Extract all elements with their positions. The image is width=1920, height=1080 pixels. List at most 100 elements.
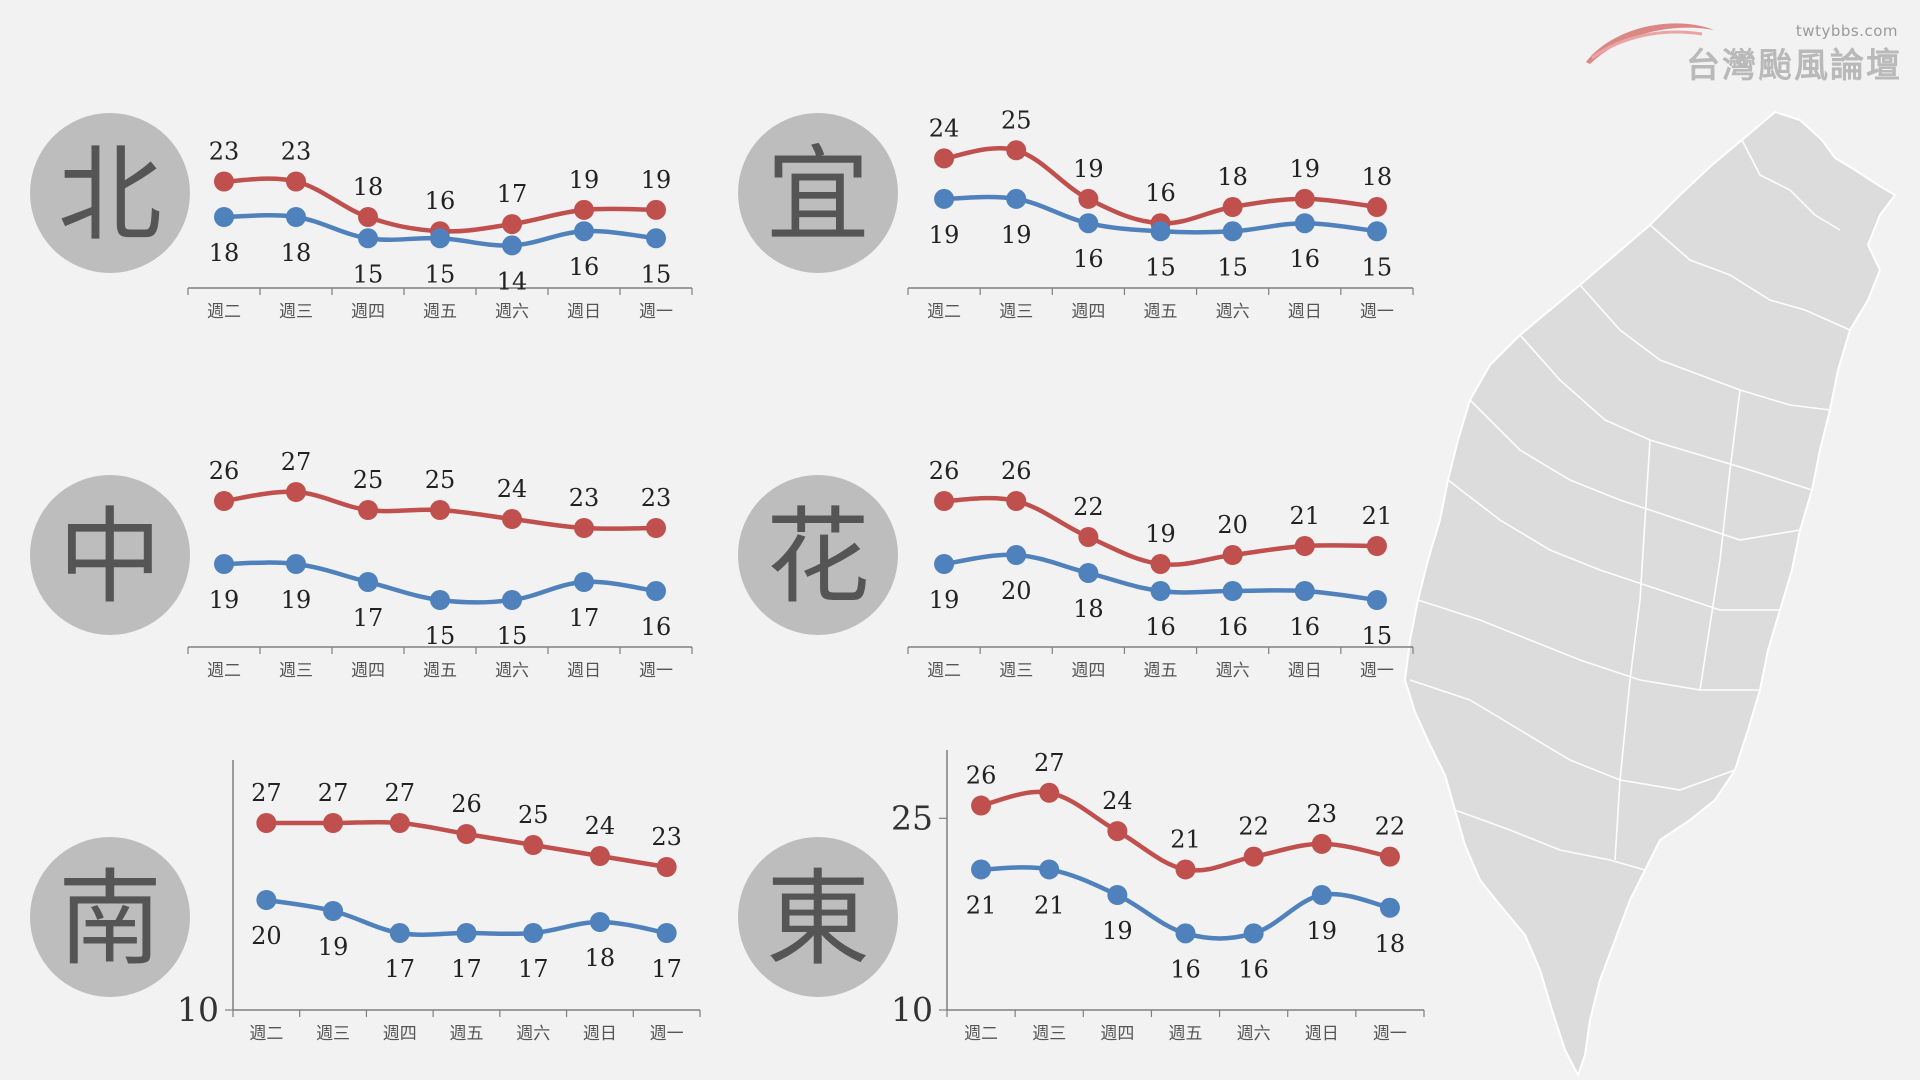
region-badge xyxy=(738,837,898,997)
y-tick-label: 25 xyxy=(891,798,933,837)
x-tick-label: 週五 xyxy=(423,302,457,322)
x-tick-label: 週日 xyxy=(567,661,601,681)
high-temp-label: 18 xyxy=(353,173,384,201)
low-temp-label: 16 xyxy=(1073,245,1104,273)
x-tick-label: 週一 xyxy=(650,1024,684,1044)
low-temp-point xyxy=(1107,885,1128,905)
high-temp-point xyxy=(646,518,666,538)
high-temp-point xyxy=(1294,536,1315,556)
low-temp-label: 19 xyxy=(929,221,960,249)
high-temp-label: 19 xyxy=(641,166,672,194)
x-tick-label: 週日 xyxy=(1288,661,1322,681)
low-temp-label: 18 xyxy=(209,239,240,267)
high-temp-point xyxy=(286,482,306,502)
high-temp-label: 27 xyxy=(385,779,416,807)
low-temp-point xyxy=(323,901,344,921)
x-tick-label: 週二 xyxy=(927,661,961,681)
low-temp-label: 15 xyxy=(425,622,456,650)
low-temp-label: 21 xyxy=(966,891,997,919)
watermark: twtybbs.com 台灣颱風論壇 xyxy=(1582,14,1902,86)
low-temp-label: 17 xyxy=(451,955,482,983)
low-temp-label: 17 xyxy=(385,955,416,983)
chart-panel-5: 東 10 25 週二 週三 週四 週五 週六 週日 週一 26 27 24 21 22 23 22 21 21 19 1… xyxy=(738,749,1425,1044)
high-temp-label: 20 xyxy=(1217,511,1248,539)
low-temp-label: 18 xyxy=(1375,930,1406,958)
low-temp-point xyxy=(656,923,677,943)
x-tick-label: 週二 xyxy=(964,1024,998,1044)
x-tick-label: 週二 xyxy=(207,302,241,322)
x-tick-label: 週六 xyxy=(1237,1024,1271,1044)
low-temp-label: 18 xyxy=(281,239,312,267)
high-temp-label: 25 xyxy=(353,466,384,494)
x-tick-label: 週六 xyxy=(1216,302,1250,322)
low-temp-point xyxy=(430,590,450,610)
low-temp-point xyxy=(1222,581,1243,601)
low-temp-label: 16 xyxy=(1238,955,1269,983)
high-temp-point xyxy=(1311,833,1332,854)
high-temp-label: 26 xyxy=(929,457,960,485)
high-temp-label: 25 xyxy=(425,466,456,494)
high-temp-point xyxy=(1107,821,1128,842)
low-temp-point xyxy=(589,912,610,932)
high-temp-label: 23 xyxy=(569,484,600,512)
high-temp-point xyxy=(646,199,666,220)
x-tick-label: 週六 xyxy=(516,1024,550,1044)
x-tick-label: 週四 xyxy=(351,302,385,322)
x-tick-label: 週六 xyxy=(495,661,529,681)
high-temp-point xyxy=(1039,782,1060,803)
high-temp-label: 23 xyxy=(209,138,240,166)
watermark-name: 台灣颱風論壇 xyxy=(1686,46,1902,86)
low-temp-point xyxy=(1175,923,1196,944)
region-label: 北 xyxy=(58,134,162,256)
low-temp-point xyxy=(430,228,450,249)
x-tick-label: 週四 xyxy=(1071,302,1105,322)
low-temp-label: 15 xyxy=(1145,253,1176,281)
high-temp-point xyxy=(256,813,277,833)
low-temp-point xyxy=(574,572,594,592)
high-temp-point xyxy=(1150,554,1171,574)
x-tick-label: 週一 xyxy=(639,302,673,322)
chart-panel-4: 南 10 週二 週三 週四 週五 週六 週日 週一 27 27 27 26 25 24 23 20 19 17 17 1… xyxy=(30,760,701,1044)
high-temp-point xyxy=(1379,846,1400,867)
x-tick-label: 週四 xyxy=(351,661,385,681)
low-temp-label: 16 xyxy=(569,253,600,281)
chart-panel-3: 花週二 週三 週四 週五 週六 週日 週一 26 26 22 19 20 21 21 19 20 18 16 16 1… xyxy=(738,457,1414,681)
low-temp-point xyxy=(1222,221,1243,242)
low-temp-label: 15 xyxy=(497,622,528,650)
low-temp-point xyxy=(574,221,594,242)
x-tick-label: 週日 xyxy=(1305,1024,1339,1044)
high-temp-label: 27 xyxy=(1034,749,1065,777)
x-tick-label: 週一 xyxy=(1373,1024,1407,1044)
watermark-swoosh-icon xyxy=(1586,23,1714,64)
low-temp-label: 16 xyxy=(1290,613,1321,641)
high-temp-point xyxy=(1366,197,1387,217)
x-tick-label: 週五 xyxy=(423,661,457,681)
high-temp-label: 24 xyxy=(497,475,528,503)
high-temp-label: 19 xyxy=(1145,520,1176,548)
low-temp-label: 17 xyxy=(518,955,549,983)
high-temp-label: 17 xyxy=(497,180,528,208)
x-tick-label: 週一 xyxy=(1360,661,1394,681)
low-temp-label: 16 xyxy=(641,613,672,641)
x-tick-label: 週五 xyxy=(1144,302,1178,322)
low-temp-point xyxy=(1366,590,1387,610)
chart-panel-2: 中週二 週三 週四 週五 週六 週日 週一 26 27 25 25 24 23 23 19 19 17 15 15 1… xyxy=(30,448,693,681)
region-label: 中 xyxy=(58,496,162,618)
high-temp-point xyxy=(389,813,410,833)
high-temp-label: 21 xyxy=(1290,502,1321,530)
high-temp-point xyxy=(323,813,344,833)
x-tick-label: 週三 xyxy=(279,661,313,681)
high-temp-point xyxy=(1006,140,1027,161)
x-tick-label: 週六 xyxy=(1216,661,1250,681)
low-temp-point xyxy=(1150,221,1171,242)
high-temp-label: 24 xyxy=(1102,787,1133,815)
high-temp-label: 25 xyxy=(1001,106,1032,134)
x-tick-label: 週日 xyxy=(1288,302,1322,322)
low-temp-point xyxy=(358,572,378,592)
low-temp-point xyxy=(1039,859,1060,880)
high-temp-point xyxy=(1222,545,1243,565)
high-temp-label: 21 xyxy=(1362,502,1393,530)
county-borders xyxy=(1409,139,1851,871)
x-tick-label: 週二 xyxy=(927,302,961,322)
